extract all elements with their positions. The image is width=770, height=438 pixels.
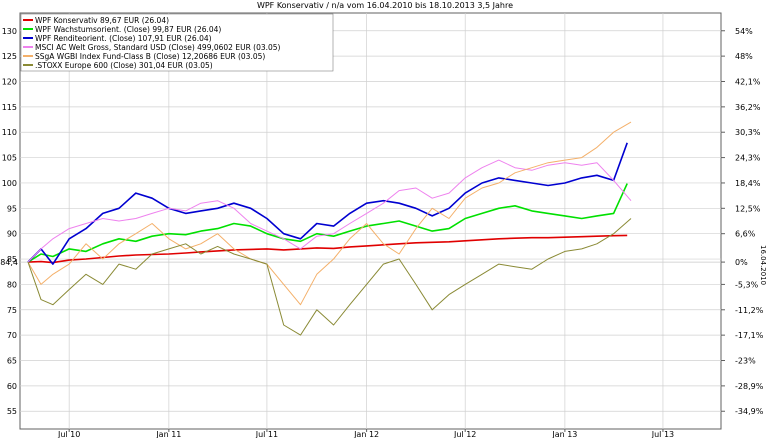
right-tick-label: -23% — [735, 357, 756, 366]
right-tick-label: 48% — [735, 52, 753, 61]
right-tick-label: 30,3% — [735, 128, 761, 137]
x-tick-label: Jan 12 — [353, 430, 379, 438]
right-tick-label: -17,1% — [735, 331, 764, 340]
x-tick-label: Jan 13 — [551, 430, 577, 438]
right-tick-label: 6,6% — [735, 230, 756, 239]
series-line-3 — [27, 142, 628, 265]
y-tick-label: 100 — [2, 179, 17, 188]
y-tick-label: 60 — [7, 382, 17, 391]
right-tick-label: -11,2% — [735, 306, 764, 315]
legend-label: WPF Renditeorient. (Close) 107,91 EUR (2… — [35, 34, 212, 43]
y-tick-label: 105 — [2, 154, 17, 163]
x-tick-label: Jul 13 — [651, 430, 674, 438]
y-base-label: 84,4 — [0, 258, 18, 267]
right-axis-date-label: 16.04.2010 — [759, 245, 767, 285]
legend-label: SSgA WGBI Index Fund-Class B (Close) 12,… — [35, 52, 265, 61]
legend-label: WPF Wachstumsorient. (Close) 99,87 EUR (… — [35, 25, 221, 34]
series-line-4 — [27, 159, 632, 263]
x-tick-label: Jul 12 — [453, 430, 476, 438]
y-tick-label: 125 — [2, 52, 17, 61]
y-tick-label: 130 — [2, 27, 17, 36]
axis-layer: 55 60 65 70 75 80 85 90 95 100 105 110 115 120 125 130 8… — [0, 27, 767, 438]
right-tick-label: 0% — [735, 258, 748, 267]
x-tick-label: Jul 11 — [255, 430, 278, 438]
y-tick-label: 55 — [7, 407, 17, 416]
right-tick-label: -34,9% — [735, 407, 764, 416]
y-tick-label: 75 — [7, 306, 17, 315]
right-tick-label: 54% — [735, 27, 753, 36]
chart-title: WPF Konservativ / n/a vom 16.04.2010 bis… — [257, 1, 513, 10]
y-tick-label: 90 — [7, 230, 17, 239]
x-tick-label: Jul 10 — [57, 430, 80, 438]
series-line-6 — [27, 218, 632, 336]
legend-box — [20, 13, 334, 72]
right-tick-label: 36,2% — [735, 103, 761, 112]
y-tick-label: 95 — [7, 204, 17, 213]
x-tick-label: Jan 11 — [155, 430, 181, 438]
legend-label: .STOXX Europe 600 (Close) 301,04 EUR (03… — [35, 61, 213, 70]
right-tick-label: 12,5% — [735, 204, 761, 213]
y-tick-label: 115 — [2, 103, 17, 112]
right-tick-label: 24,3% — [735, 154, 761, 163]
y-tick-label: 70 — [7, 331, 17, 340]
legend-label: MSCI AC Welt Gross, Standard USD (Close)… — [35, 43, 281, 52]
grid-layer — [20, 13, 721, 429]
right-tick-label: 42,1% — [735, 77, 761, 86]
legend-label: WPF Konservativ 89,67 EUR (26.04) — [35, 16, 169, 25]
y-tick-label: 65 — [7, 357, 17, 366]
right-tick-label: -5,3% — [735, 280, 759, 289]
right-tick-label: -28,9% — [735, 382, 764, 391]
plot-area — [19, 12, 722, 430]
y-tick-label: 110 — [2, 128, 17, 137]
right-tick-label: 18,4% — [735, 179, 761, 188]
series-layer — [27, 121, 632, 336]
y-tick-label: 120 — [2, 77, 17, 86]
series-line-5 — [27, 121, 632, 306]
y-tick-label: 80 — [7, 280, 17, 289]
legend: WPF Konservativ 89,67 EUR (26.04)WPF Wac… — [20, 13, 334, 72]
series-line-1 — [27, 234, 628, 264]
y-tick-label: 85 — [7, 255, 17, 264]
